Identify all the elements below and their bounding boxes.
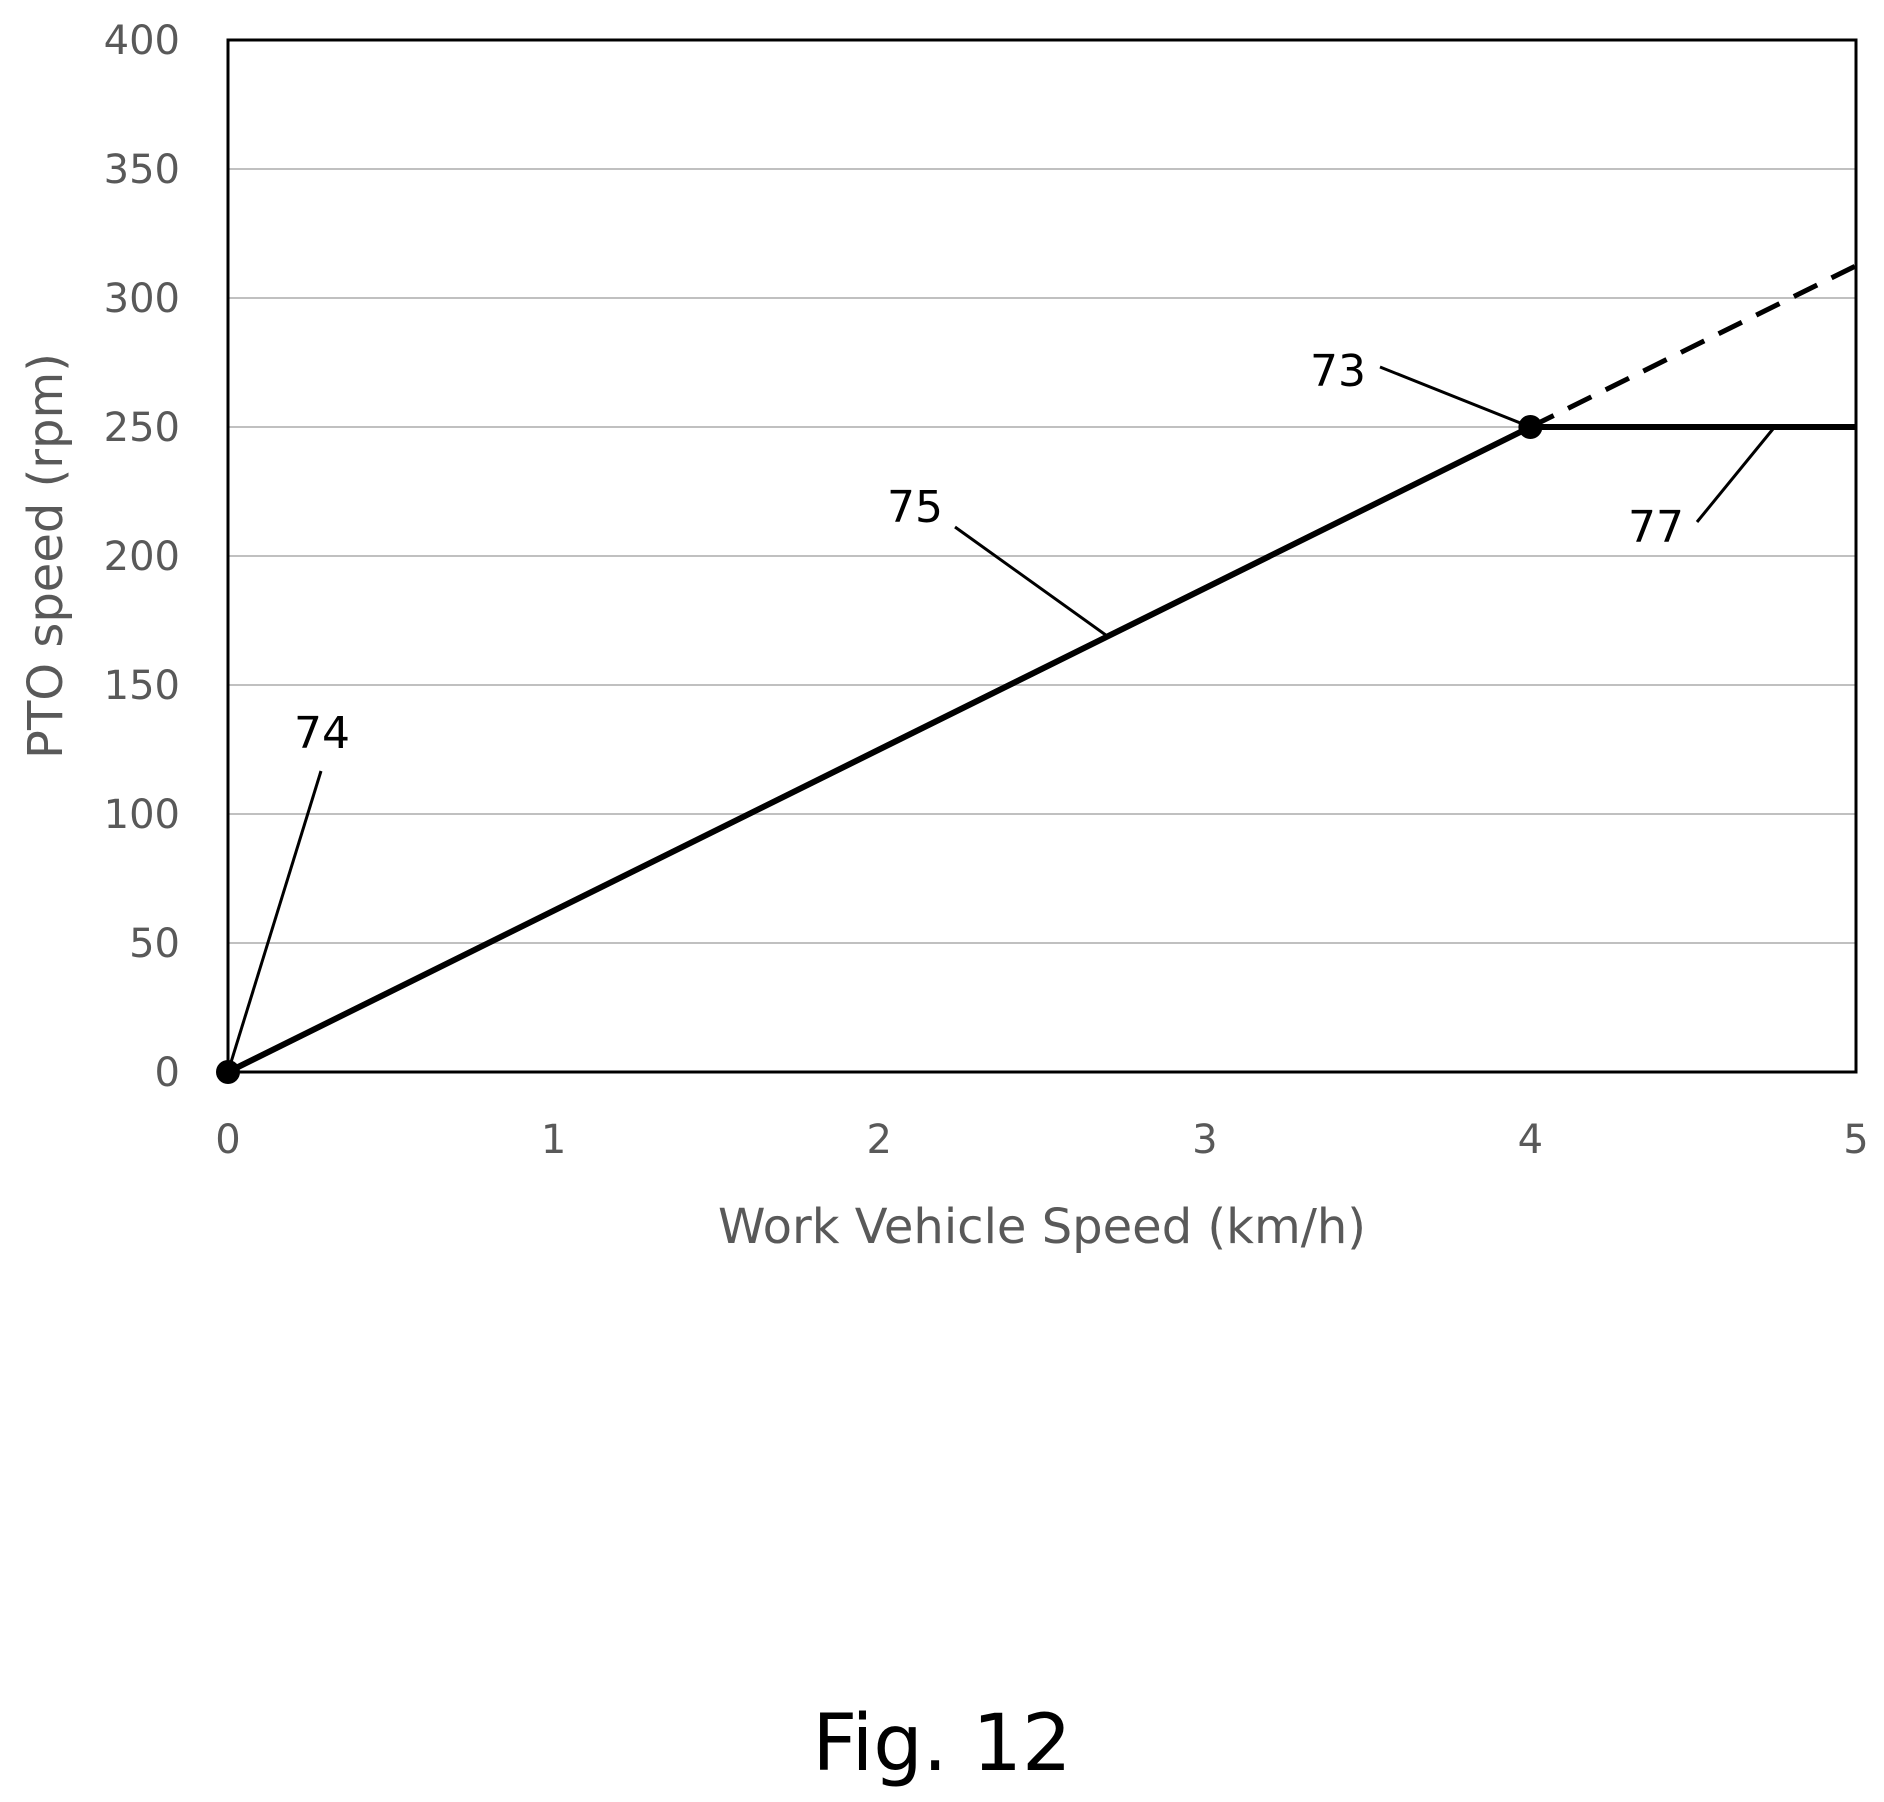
- x-tick-label: 3: [1192, 1117, 1217, 1163]
- leader-line-74: [226, 770, 323, 1073]
- reference-label-77: 77: [1628, 502, 1684, 553]
- x-tick-label: 5: [1843, 1117, 1868, 1163]
- y-axis-title: PTO speed (rpm): [18, 353, 74, 759]
- reference-label-75: 75: [887, 482, 943, 533]
- x-tick-label: 1: [541, 1117, 566, 1163]
- y-tick-label: 50: [129, 921, 180, 967]
- reference-label-73: 73: [1310, 346, 1366, 397]
- y-tick-label: 250: [104, 405, 180, 451]
- x-tick-labels: 0 1 2 3 4 5: [215, 1117, 1868, 1163]
- y-tick-label: 400: [104, 18, 180, 64]
- series-line-75: [226, 424, 1532, 1075]
- point-marker-74: [216, 1060, 240, 1084]
- point-marker-73: [1518, 415, 1543, 439]
- leader-lines: [226, 365, 1776, 1073]
- y-tick-label: 200: [104, 534, 180, 580]
- leader-line-75: [954, 525, 1108, 638]
- y-tick-label: 100: [104, 792, 180, 838]
- x-tick-label: 4: [1518, 1117, 1543, 1163]
- y-tick-label: 150: [104, 663, 180, 709]
- y-tick-label: 0: [155, 1050, 180, 1096]
- y-tick-label: 300: [104, 276, 180, 322]
- series-line-dashed: [1529, 263, 1858, 430]
- x-tick-label: 0: [215, 1117, 240, 1163]
- y-tick-labels: 0 50 100 150 200 250 300 350 400: [104, 18, 180, 1096]
- series-layer: [226, 263, 1858, 1075]
- marker-layer: [216, 415, 1543, 1084]
- reference-labels: 74 75 73 77: [294, 346, 1684, 759]
- figure-caption: Fig. 12: [812, 1699, 1071, 1789]
- x-axis-title: Work Vehicle Speed (km/h): [718, 1199, 1366, 1255]
- reference-label-74: 74: [294, 708, 350, 759]
- x-tick-label: 2: [866, 1117, 891, 1163]
- leader-line-73: [1379, 365, 1531, 429]
- plot-frame: [226, 38, 1858, 1074]
- leader-line-77: [1695, 426, 1776, 523]
- y-tick-label: 350: [104, 147, 180, 193]
- grid-lines: [228, 168, 1856, 944]
